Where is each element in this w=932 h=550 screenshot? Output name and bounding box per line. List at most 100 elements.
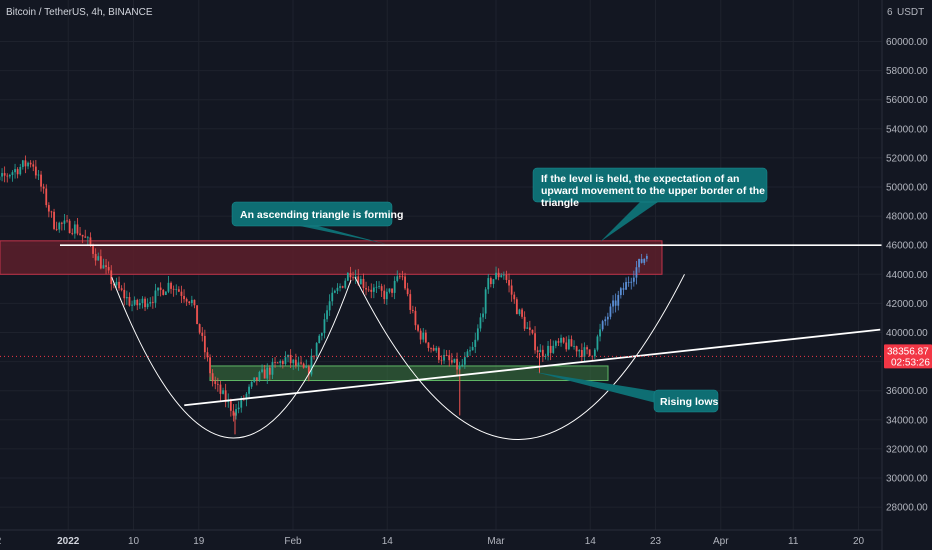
candle-body [567,339,570,350]
candle-body [349,272,352,278]
candle-body [159,287,162,290]
last-price-badge-box [884,344,932,369]
candle-body [245,393,248,400]
candle-body [102,265,105,269]
candle-body [352,277,354,279]
y-tick-label: 58000.00 [886,66,928,77]
candle-body [149,301,152,304]
y-tick-label: 32000.00 [886,444,928,455]
candle-body [601,321,604,330]
candle-body [24,160,27,167]
candle-body [99,256,102,269]
candle-body [461,364,464,366]
candle-body [284,357,287,364]
candle-body [206,352,209,358]
candle-body [214,381,217,384]
rising-trendline [184,328,881,407]
currency-prefix: 6 [887,7,893,18]
candle-body [263,369,266,379]
candle-body [339,286,341,288]
y-tick-label: 54000.00 [886,124,928,135]
candle-body [362,278,365,288]
candle-body [414,310,417,326]
candle-body [393,280,396,293]
candle-body [638,259,640,268]
candle-body [479,317,482,329]
candle-body [359,278,362,285]
candle-body [224,390,227,403]
candle-body [115,281,118,286]
candle-body [341,286,344,288]
x-tick-label: Feb [284,536,302,547]
y-tick-label: 42000.00 [886,299,928,310]
candle-body [310,355,313,375]
candle-body [336,287,339,291]
candle-body [185,299,188,302]
candle-body [188,301,191,303]
candle-body [177,289,180,292]
candle-body [440,359,443,361]
candle-body [42,186,45,189]
candle-body [583,347,586,358]
candle-body [34,166,37,176]
candle-body [118,281,120,289]
x-tick-label: 10 [128,536,140,547]
candle-body [427,342,430,348]
y-tick-label: 50000.00 [886,183,928,194]
candles [0,155,648,435]
candle-body [136,299,139,306]
resistance-zone [0,240,663,275]
candle-body [261,369,263,372]
y-axis[interactable]: 28000.00 30000.00 32000.00 34000.00 36000.00… [886,37,928,514]
candle-body [331,292,334,302]
x-tick-label: 14 [382,536,394,547]
candle-body [302,363,305,368]
candle-body [162,289,165,295]
candle-body [630,281,633,283]
x-axis[interactable]: 22 2022 10 19 Feb 14 Mar 14 23 Apr 11 20 [0,536,864,547]
candle-body [606,316,609,320]
candle-body [625,282,627,290]
candle-body [417,325,419,331]
callout-expectation-line: upward movement to the upper border of t… [541,185,765,197]
callout-expectation-pointer [600,202,658,242]
x-tick-label: 14 [585,536,597,547]
y-tick-label: 60000.00 [886,37,928,48]
candle-body [128,297,131,306]
last-price-badge: 38356.87 02:53:26 [884,344,932,369]
candle-body [279,361,282,364]
currency-label[interactable]: USDT [897,7,924,18]
candle-body [320,333,323,336]
candle-body [84,236,87,238]
candle-body [190,299,193,303]
y-tick-label: 34000.00 [886,415,928,426]
candle-body [580,349,583,358]
candle-body [170,282,172,289]
candle-body [469,350,471,352]
candle-body [471,346,474,351]
callout-rising-lows: Rising lows [535,372,719,413]
candle-body [612,300,614,307]
candle-body [167,282,170,292]
candle-body [365,287,367,290]
last-price-value: 38356.87 [887,346,929,357]
candle-body [307,366,310,375]
candle-body [120,288,123,290]
candle-body [570,339,573,347]
candle-body [313,355,315,357]
candle-body [635,267,638,278]
candle-body [424,332,427,343]
candle-body [385,291,388,300]
candle-body [164,291,167,295]
candle-body [45,188,48,206]
candle-body [622,288,625,290]
candle-body [411,309,414,311]
overlays [0,244,882,440]
candle-body [248,386,250,394]
candle-body [318,335,321,344]
candle-body [557,341,560,343]
candle-body [521,309,523,317]
x-tick-label: Mar [487,536,505,547]
candle-body [588,349,591,356]
